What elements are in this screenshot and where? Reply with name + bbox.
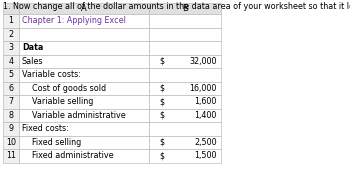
Text: Variable administrative: Variable administrative [32, 111, 126, 120]
Text: B: B [182, 4, 188, 13]
Text: 1,500: 1,500 [195, 151, 217, 160]
Text: Cost of goods sold: Cost of goods sold [32, 84, 106, 93]
Text: Data: Data [22, 43, 43, 52]
Bar [3, 122, 19, 136]
Bar [149, 68, 221, 81]
Text: 32,000: 32,000 [189, 57, 217, 66]
Bar [19, 14, 149, 27]
Text: 6: 6 [8, 84, 14, 93]
Bar [149, 27, 221, 41]
Bar [3, 81, 19, 95]
Bar [149, 136, 221, 149]
Bar [3, 3, 19, 14]
Text: 2,500: 2,500 [194, 138, 217, 147]
Text: $: $ [159, 138, 164, 147]
Bar [19, 55, 149, 68]
Text: $: $ [159, 97, 164, 106]
Text: 4: 4 [8, 57, 14, 66]
Text: 10: 10 [6, 138, 16, 147]
Text: 1: 1 [8, 16, 14, 25]
Bar [149, 109, 221, 122]
Text: Fixed administrative: Fixed administrative [32, 151, 114, 160]
Text: $: $ [159, 111, 164, 120]
Bar [3, 55, 19, 68]
Bar [149, 55, 221, 68]
Bar [19, 136, 149, 149]
Text: Chapter 1: Applying Excel: Chapter 1: Applying Excel [22, 16, 126, 25]
Bar [19, 3, 149, 14]
Bar [3, 149, 19, 162]
Bar [19, 149, 149, 162]
Text: 7: 7 [8, 97, 14, 106]
Bar [3, 68, 19, 81]
Text: 16,000: 16,000 [190, 84, 217, 93]
Text: Fixed costs:: Fixed costs: [22, 124, 69, 133]
Text: 5: 5 [8, 70, 14, 79]
Bar [3, 95, 19, 109]
Bar [149, 95, 221, 109]
Bar [3, 41, 19, 55]
Bar [19, 109, 149, 122]
Text: $: $ [159, 84, 164, 93]
Text: $: $ [159, 57, 164, 66]
Text: Fixed selling: Fixed selling [32, 138, 81, 147]
Text: Sales: Sales [22, 57, 43, 66]
Text: 1. Now change all of the dollar amounts in the data area of your worksheet so th: 1. Now change all of the dollar amounts … [3, 2, 350, 11]
Text: 11: 11 [6, 151, 16, 160]
Text: Variable selling: Variable selling [32, 97, 93, 106]
Bar [19, 95, 149, 109]
Bar [19, 27, 149, 41]
Text: A: A [81, 4, 87, 13]
Bar [3, 136, 19, 149]
Bar [149, 41, 221, 55]
Text: $: $ [159, 151, 164, 160]
Bar [19, 68, 149, 81]
Bar [19, 122, 149, 136]
Text: 2: 2 [8, 30, 14, 39]
Text: 9: 9 [8, 124, 14, 133]
Bar [3, 109, 19, 122]
Bar [19, 41, 149, 55]
Text: Variable costs:: Variable costs: [22, 70, 81, 79]
Bar [3, 27, 19, 41]
Text: 3: 3 [8, 43, 14, 52]
Text: 1,600: 1,600 [195, 97, 217, 106]
Bar [149, 81, 221, 95]
Bar [19, 81, 149, 95]
Text: 1,400: 1,400 [195, 111, 217, 120]
Bar [149, 3, 221, 14]
Text: 8: 8 [8, 111, 14, 120]
Bar [3, 14, 19, 27]
Bar [149, 149, 221, 162]
Bar [149, 14, 221, 27]
Bar [149, 122, 221, 136]
